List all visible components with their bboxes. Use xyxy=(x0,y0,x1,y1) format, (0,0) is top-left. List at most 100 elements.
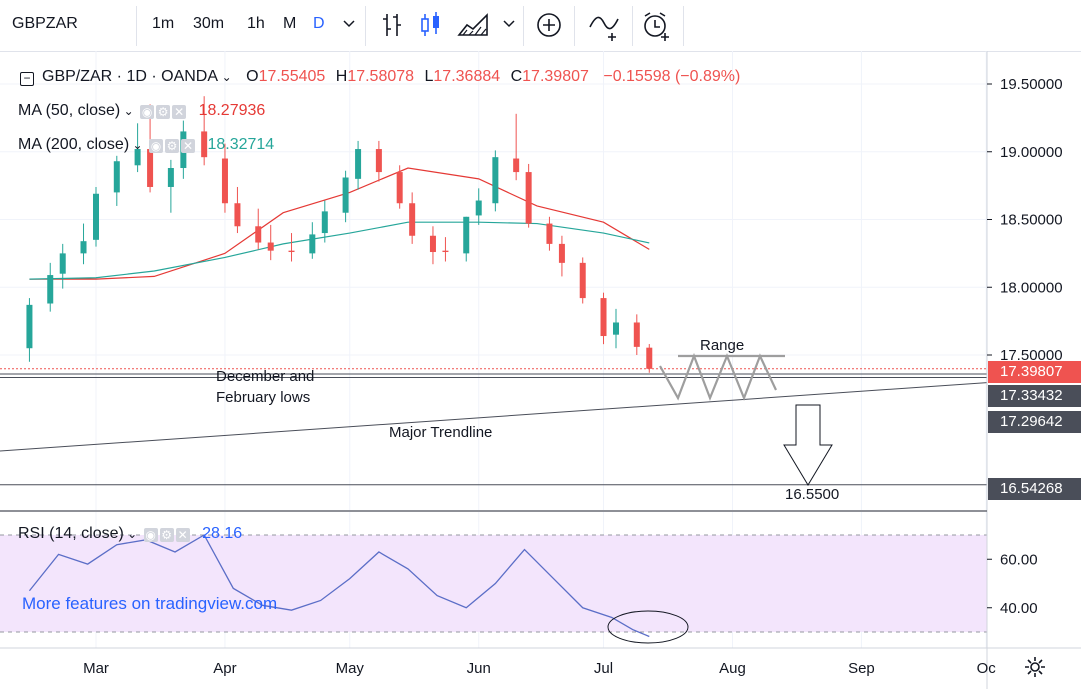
candle-body xyxy=(26,304,33,349)
ohlc-low: 17.36884 xyxy=(433,68,501,85)
ohlc-open: 17.55405 xyxy=(258,68,326,85)
close-icon[interactable]: ✕ xyxy=(181,139,195,153)
ma50-line xyxy=(29,167,650,280)
price-tick-label: 19.50000 xyxy=(1000,76,1063,93)
symbol-search-button[interactable]: GBPZAR xyxy=(12,15,78,32)
eye-icon[interactable]: ◉ xyxy=(149,139,163,153)
candle-body xyxy=(234,203,241,227)
rsi-legend: RSI (14, close) ⌄ ◉ ⚙ ✕ 28.16 xyxy=(18,525,243,542)
candle-body xyxy=(646,347,653,369)
rsi-line xyxy=(28,534,650,638)
candle-body xyxy=(267,242,274,251)
candle-body xyxy=(134,149,141,166)
candle-body xyxy=(475,200,482,216)
legend-title: GBP/ZAR · 1D · OANDA xyxy=(42,68,218,85)
interval-day-button[interactable]: D xyxy=(313,15,325,32)
watermark-link[interactable]: More features on tradingview.com xyxy=(22,594,278,613)
candle-body xyxy=(600,298,607,337)
bars-chart-icon[interactable] xyxy=(380,11,404,39)
time-tick-label: Jul xyxy=(594,660,613,677)
candle-body xyxy=(579,262,586,299)
candle-body xyxy=(59,253,66,274)
interval-30m-button[interactable]: 30m xyxy=(193,15,225,32)
major-trendline xyxy=(0,382,988,452)
price-tag: 17.29642 xyxy=(988,411,1081,433)
ohlc-open-label: O xyxy=(246,68,259,85)
rsi-band xyxy=(0,535,987,632)
candle-body xyxy=(167,168,174,187)
ma200-line xyxy=(29,221,650,280)
time-tick-label: Apr xyxy=(213,660,236,677)
top-toolbar: GBPZAR 1m 30m 1h M D xyxy=(0,0,1081,52)
toolbar-divider xyxy=(365,6,366,46)
rsi-oversold-circle xyxy=(607,610,689,644)
candle-body xyxy=(255,226,262,243)
candle-body xyxy=(147,149,154,187)
time-tick-label: May xyxy=(336,660,365,677)
time-tick-label: Aug xyxy=(719,660,746,677)
chart-settings-gear-icon[interactable] xyxy=(1024,656,1046,678)
candle-body xyxy=(113,161,120,193)
interval-1h-button[interactable]: 1h xyxy=(247,15,265,32)
candle-body xyxy=(513,158,520,173)
rsi-tick-label: 40.00 xyxy=(1000,600,1038,617)
compare-add-icon[interactable] xyxy=(535,11,563,39)
interval-month-button[interactable]: M xyxy=(283,15,297,32)
price-tick-label: 18.50000 xyxy=(1000,212,1063,229)
ma50-label: MA (50, close) xyxy=(18,102,121,119)
candle-body xyxy=(93,193,99,240)
ma200-value: 18.32714 xyxy=(207,136,275,153)
settings-gear-icon[interactable]: ⚙ xyxy=(165,139,179,153)
collapse-legend-icon[interactable]: − xyxy=(20,72,34,86)
close-icon[interactable]: ✕ xyxy=(172,105,187,119)
candle-body xyxy=(309,234,316,254)
candle-body xyxy=(375,149,382,173)
time-tick-label: Sep xyxy=(848,660,875,677)
price-tick-label: 18.00000 xyxy=(1000,279,1063,296)
candle-body xyxy=(201,131,208,158)
candle-body xyxy=(546,223,553,244)
candle-body xyxy=(288,250,295,253)
candle-body xyxy=(429,235,436,253)
trendline-label: Major Trendline xyxy=(389,424,493,441)
candles-chart-icon[interactable] xyxy=(419,11,443,39)
lows-label-line2: February lows xyxy=(216,389,311,406)
rsi-value: 28.16 xyxy=(202,525,243,542)
chevron-down-icon[interactable] xyxy=(502,17,516,31)
lows-label-line1: December and xyxy=(216,368,315,385)
candle-body xyxy=(47,275,54,304)
settings-gear-icon[interactable]: ⚙ xyxy=(159,528,174,542)
interval-1m-button[interactable]: 1m xyxy=(152,15,175,32)
eye-icon[interactable]: ◉ xyxy=(143,528,158,542)
time-tick-label: Jun xyxy=(467,660,491,677)
eye-icon[interactable]: ◉ xyxy=(140,105,155,119)
alert-clock-icon[interactable] xyxy=(641,11,673,41)
ohlc-close: 17.39807 xyxy=(522,68,589,85)
ohlc-close-label: C xyxy=(510,68,523,85)
ma50-legend: MA (50, close) ⌄ ◉ ⚙ ✕ 18.27936 xyxy=(18,102,266,119)
ohlc-high: 17.58078 xyxy=(347,68,415,85)
candle-body xyxy=(463,216,470,254)
indicators-icon[interactable] xyxy=(588,11,622,41)
chevron-down-icon[interactable] xyxy=(342,17,356,31)
candle-body xyxy=(221,158,228,204)
candle-body xyxy=(633,322,640,347)
time-tick-label: Oc xyxy=(977,660,997,677)
ma200-legend: MA (200, close) ⌄ ◉ ⚙ ✕ 18.32714 xyxy=(18,136,275,153)
price-tag: 16.54268 xyxy=(988,478,1081,500)
candle-body xyxy=(80,241,87,254)
toolbar-divider xyxy=(574,6,575,46)
close-icon[interactable]: ✕ xyxy=(175,528,190,542)
candle-body xyxy=(342,177,349,213)
ma50-value: 18.27936 xyxy=(198,102,266,119)
candle-body xyxy=(525,172,532,224)
settings-gear-icon[interactable]: ⚙ xyxy=(156,105,171,119)
price-tick-label: 19.00000 xyxy=(1000,144,1063,161)
candle-body xyxy=(321,211,328,234)
candle-body xyxy=(613,322,619,335)
candle-body xyxy=(558,243,565,263)
candle-body xyxy=(409,203,416,236)
down-arrow xyxy=(783,404,833,486)
area-chart-icon[interactable] xyxy=(457,11,489,39)
